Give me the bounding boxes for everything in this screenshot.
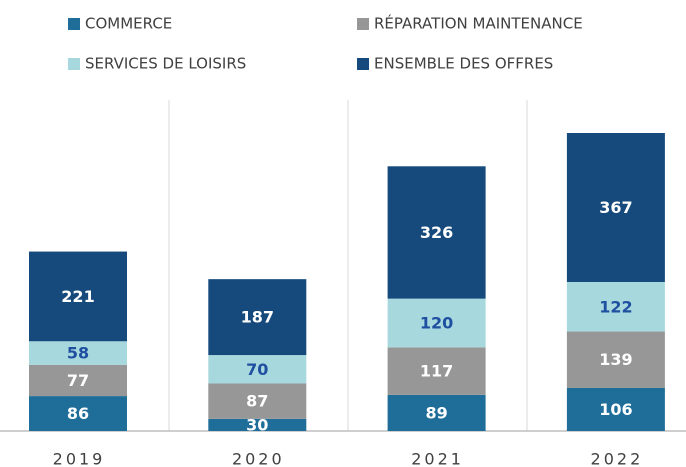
- legend-label: COMMERCE: [85, 15, 172, 33]
- bar-segment: [566, 331, 665, 388]
- bar-segment: [208, 279, 307, 356]
- bar-segment: [387, 347, 486, 395]
- value-label: 86: [67, 404, 89, 423]
- value-label: 70: [246, 360, 268, 379]
- x-tick-label: 2022: [591, 450, 644, 467]
- value-label: 106: [599, 400, 632, 419]
- value-label: 117: [420, 362, 453, 381]
- bar-segment: [566, 133, 665, 282]
- bar-segment: [29, 251, 127, 342]
- bar-segment: [208, 355, 307, 384]
- bar-segment: [29, 396, 127, 431]
- x-tick-label: 2019: [53, 450, 106, 467]
- bar-segment: [566, 282, 665, 332]
- bar-segment: [387, 298, 486, 348]
- value-label: 367: [599, 198, 632, 217]
- value-label: 139: [599, 350, 632, 369]
- legend-swatch: [357, 18, 369, 30]
- bar-segment: [208, 383, 307, 419]
- legend-label: RÉPARATION MAINTENANCE: [374, 14, 583, 33]
- value-label: 326: [420, 223, 453, 242]
- bar-segment: [566, 387, 665, 431]
- legend-swatch: [357, 58, 369, 70]
- value-label: 187: [241, 308, 274, 327]
- bar-segment: [208, 418, 307, 431]
- bar-segment: [29, 364, 127, 397]
- bar-segment: [29, 341, 127, 365]
- value-label: 77: [67, 371, 89, 390]
- x-tick-label: 2021: [411, 450, 464, 467]
- value-label: 58: [67, 344, 89, 363]
- value-label: 87: [246, 392, 268, 411]
- bar-segment: [387, 394, 486, 431]
- legend-label: SERVICES DE LOISIRS: [85, 55, 246, 73]
- legend-label: ENSEMBLE DES OFFRES: [374, 55, 553, 73]
- bar-segment: [387, 166, 486, 299]
- value-label: 89: [425, 403, 447, 422]
- value-label: 221: [61, 287, 94, 306]
- value-label: 122: [599, 297, 632, 316]
- legend-swatch: [68, 18, 80, 30]
- value-label: 30: [246, 415, 268, 434]
- legend-swatch: [68, 58, 80, 70]
- value-label: 120: [420, 314, 453, 333]
- x-tick-label: 2020: [232, 450, 285, 467]
